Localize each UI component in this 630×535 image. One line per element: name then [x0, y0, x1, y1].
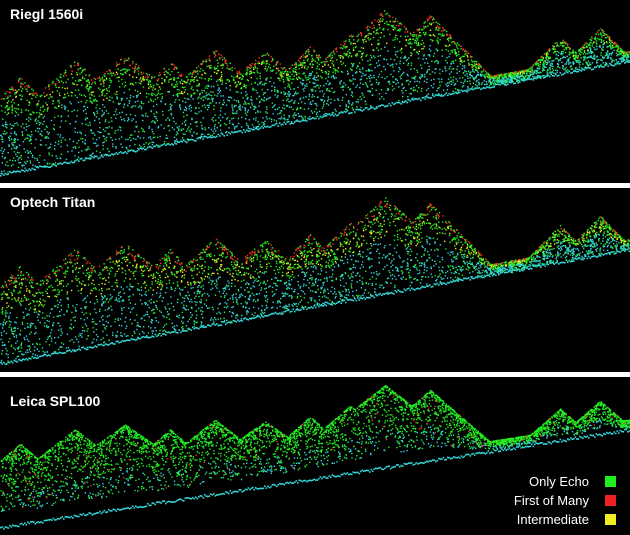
legend: Only Echo First of Many Intermediate [514, 472, 616, 529]
legend-label: Only Echo [529, 474, 589, 489]
legend-swatch-yellow [605, 514, 616, 525]
lidar-panel-riegl: Riegl 1560i [0, 0, 630, 183]
legend-label: Intermediate [516, 512, 589, 527]
point-cloud-optech [0, 197, 630, 366]
panel-title-riegl: Riegl 1560i [10, 6, 84, 22]
panel-title-leica: Leica SPL100 [10, 393, 101, 409]
legend-swatch-red [605, 495, 616, 506]
legend-label: First of Many [513, 493, 589, 508]
legend-swatch-green [605, 476, 616, 487]
lidar-panel-optech: Optech Titan [0, 188, 630, 372]
point-cloud-leica [0, 385, 630, 530]
legend-item-first-of-many: First of Many [514, 491, 616, 510]
point-cloud-riegl [0, 10, 630, 177]
panel-title-optech: Optech Titan [10, 194, 96, 210]
lidar-panel-leica: Leica SPL100 Only Echo First of Many Int… [0, 377, 630, 535]
legend-item-only-echo: Only Echo [514, 472, 616, 491]
legend-item-intermediate: Intermediate [514, 510, 616, 529]
